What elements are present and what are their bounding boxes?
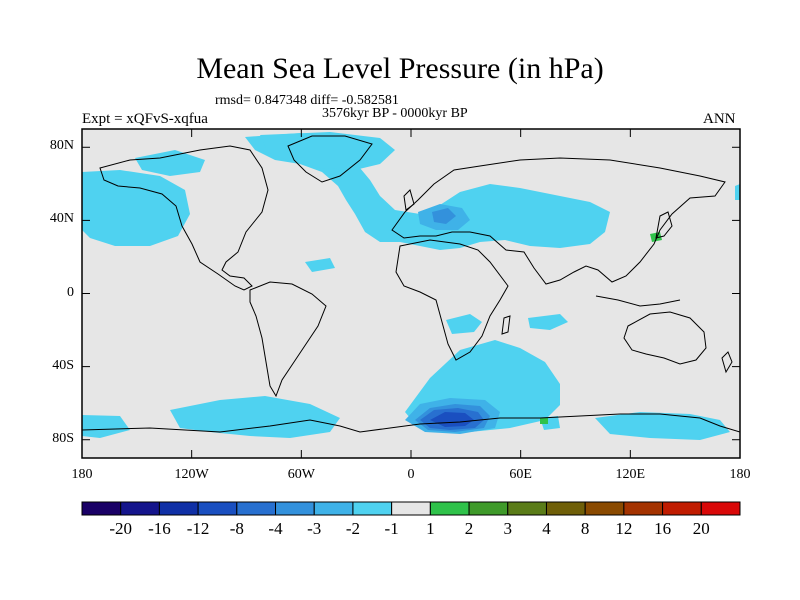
lat-label-2: 0 [67, 284, 74, 300]
lon-label-4: 60E [509, 467, 532, 482]
coast-africa [395, 239, 509, 361]
colorbar-label-0: -20 [109, 519, 133, 538]
colorbar-label-4: -4 [268, 519, 283, 538]
region-mid-atlantic [305, 258, 335, 272]
lon-label-1: 120W [174, 467, 209, 482]
colorbar-label-8: 1 [426, 519, 435, 538]
colorbar-swatch-10 [468, 501, 509, 516]
coast-uk [403, 189, 415, 211]
colorbar-swatch-9 [429, 501, 470, 516]
colorbar-swatch-3 [197, 501, 238, 516]
colorbar-label-13: 12 [615, 519, 633, 538]
colorbar-label-2: -12 [186, 519, 210, 538]
colorbar-swatch-15 [662, 501, 702, 516]
colorbar-swatch-14 [623, 501, 664, 516]
lon-label-5: 120E [615, 467, 646, 482]
colorbar-label-11: 4 [542, 519, 551, 538]
region-indian-west [446, 314, 482, 334]
region-east-antarctic [595, 412, 730, 440]
colorbar-swatch-1 [120, 501, 160, 516]
season-label: ANN [703, 111, 736, 127]
rmsd-diff-stats: rmsd= 0.847348 diff= -0.582581 [215, 93, 399, 108]
colorbar-label-6: -2 [345, 519, 361, 538]
region-greenland [260, 132, 395, 170]
lon-label-0: 180 [71, 467, 93, 482]
region-east-pacific-edge [735, 184, 740, 200]
region-north-pacific [82, 170, 190, 246]
lat-label-3: 40S [52, 357, 74, 373]
coast-eurasia [391, 157, 726, 285]
colorbar-swatch-7 [352, 501, 393, 516]
coast-indonesia [595, 295, 681, 307]
colorbar-label-12: 8 [580, 519, 590, 538]
coast-japan [655, 211, 673, 239]
colorbar-swatch-2 [158, 501, 199, 516]
coast-north-america [99, 145, 269, 291]
colorbar-swatch-13 [584, 501, 625, 516]
coast-madagascar [501, 315, 511, 335]
colorbar-swatch-11 [507, 501, 547, 516]
colorbar-label-7: -1 [384, 519, 399, 538]
lon-label-2: 60W [287, 467, 315, 482]
colorbar-label-15: 20 [692, 519, 710, 538]
region-southern-pacific [170, 396, 340, 438]
plot-background [82, 129, 740, 458]
region-central-europe-core [432, 208, 456, 224]
colorbar-label-14: 16 [654, 519, 672, 538]
coast-new-zealand [721, 351, 733, 374]
coast-south-america [249, 281, 327, 398]
anomaly-neg1 [82, 132, 740, 440]
colorbar-swatch-12 [545, 501, 586, 516]
colorbar-label-3: -8 [229, 519, 244, 538]
colorbar-swatch-0 [81, 501, 122, 516]
colorbar [81, 501, 741, 516]
lon-label-3: 0 [407, 467, 415, 482]
time-period: 3576kyr BP - 0000kyr BP [322, 106, 468, 121]
anomaly-field [82, 132, 740, 440]
colorbar-swatch-6 [313, 501, 354, 516]
colorbar-swatch-16 [700, 501, 741, 516]
lat-label-0: 80N [49, 138, 74, 154]
experiment-label: Expt = xQFvS-xqfua [82, 111, 208, 127]
lat-label-4: 80S [52, 430, 74, 446]
coast-antarctica [82, 413, 740, 433]
lon-label-6: 180 [729, 467, 751, 482]
longitude-tick-marks [81, 129, 741, 458]
lat-label-1: 40N [49, 211, 74, 227]
region-antarctic-coast [82, 415, 130, 438]
colorbar-label-9: 2 [464, 519, 474, 538]
colorbar-label-10: 3 [503, 519, 513, 538]
colorbar-label-1: -16 [148, 519, 171, 538]
coast-australia [623, 311, 707, 365]
region-indian-mid [528, 314, 568, 330]
colorbar-swatch-5 [275, 501, 315, 516]
latitude-tick-marks [82, 146, 740, 441]
region-antarctic-positive [540, 418, 548, 424]
region-alaska [135, 150, 205, 176]
colorbar-swatch-4 [236, 501, 277, 516]
coastlines [82, 135, 740, 433]
colorbar-label-5: -3 [307, 519, 322, 538]
map-title: Mean Sea Level Pressure (in hPa) [196, 52, 604, 85]
coast-greenland [287, 135, 373, 183]
colorbar-swatch-8 [391, 501, 431, 516]
